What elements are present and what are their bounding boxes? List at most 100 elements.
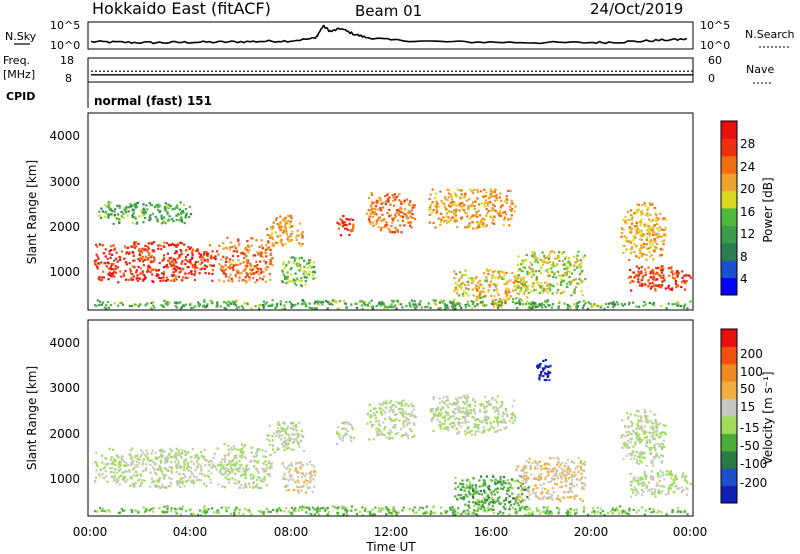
heatmap-cell [300,489,303,492]
heatmap-cell [499,475,502,478]
heatmap-cell [500,421,503,424]
heatmap-cell [283,307,286,310]
heatmap-cell [136,201,140,204]
heatmap-cell [580,269,584,272]
heatmap-cell [269,260,272,263]
heatmap-cell [305,305,308,308]
heatmap-cell [113,210,116,213]
heatmap-cell [478,279,481,282]
heatmap-cell [570,495,573,498]
heatmap-cell [281,229,284,232]
heatmap-cell [657,435,660,439]
heatmap-cell [139,277,142,281]
heatmap-cell [631,422,634,425]
heatmap-cell [667,286,670,289]
heatmap-cell [478,294,481,297]
heatmap-cell [222,271,225,274]
heatmap-cell [206,474,209,477]
heatmap-cell [573,497,576,500]
heatmap-cell [283,475,286,478]
heatmap-cell [471,398,474,402]
heatmap-cell [645,445,648,448]
heatmap-cell [285,489,288,492]
heatmap-cell [539,372,543,375]
heatmap-cell [224,472,227,475]
heatmap-cell [519,268,522,271]
heatmap-cell [491,479,494,482]
heatmap-cell [445,411,448,414]
heatmap-cell [508,495,511,498]
heatmap-cell [567,257,570,260]
heatmap-cell [380,209,383,212]
heatmap-cell [279,215,282,218]
heatmap-cell [479,507,482,510]
heatmap-cell [635,305,638,308]
heatmap-cell [443,422,446,426]
heatmap-cell [338,433,341,436]
heatmap-cell [660,434,663,437]
heatmap-cell [174,465,177,468]
heatmap-cell [132,482,135,485]
heatmap-cell [373,201,376,204]
heatmap-cell [561,274,565,277]
heatmap-cell [188,205,191,208]
heatmap-cell [559,499,562,503]
heatmap-cell [639,440,642,443]
heatmap-cell [451,421,454,424]
heatmap-cell [514,416,517,419]
heatmap-cell [286,466,289,469]
heatmap-cell [631,279,634,282]
heatmap-cell [487,269,490,272]
heatmap-cell [625,446,628,449]
heatmap-cell [387,227,390,230]
heatmap-cell [616,303,619,306]
heatmap-cell [418,303,421,306]
heatmap-cell [255,266,258,270]
heatmap-cell [268,460,271,463]
heatmap-cell [488,400,491,403]
heatmap-cell [677,487,681,490]
heatmap-cell [159,486,162,489]
heatmap-cell [483,407,486,410]
heatmap-cell [377,432,380,435]
heatmap-cell [251,237,254,240]
heatmap-cell [117,281,120,284]
heatmap-cell [403,213,406,216]
heatmap-cell [297,461,300,464]
heatmap-cell [604,302,608,305]
heatmap-cell [238,242,241,245]
heatmap-cell [443,415,446,418]
heatmap-cell [109,458,112,461]
heatmap-cell [169,447,172,450]
heatmap-cell [546,372,549,376]
heatmap-cell [482,222,485,225]
heatmap-cell [504,292,507,295]
heatmap-cell [197,301,200,304]
heatmap-cell [637,267,641,270]
heatmap-cell [200,466,203,470]
heatmap-cell [517,286,520,289]
heatmap-cell [374,208,377,211]
heatmap-cell [284,242,287,246]
heatmap-cell [649,441,652,444]
heatmap-cell [115,251,118,254]
heatmap-cell [493,501,496,505]
heatmap-cell [545,378,548,382]
heatmap-cell [493,493,496,496]
heatmap-cell [639,230,642,233]
heatmap-cell [482,287,485,290]
heatmap-cell [477,224,480,227]
heatmap-cell [444,307,447,310]
heatmap-cell [432,396,435,399]
heatmap-cell [167,476,171,479]
heatmap-cell [271,435,274,438]
heatmap-cell [294,279,297,282]
heatmap-cell [372,438,375,441]
heatmap-cell [335,301,338,304]
heatmap-cell [290,433,293,436]
heatmap-cell [456,302,459,305]
heatmap-cell [653,231,656,234]
heatmap-cell [569,280,573,283]
heatmap-cell [643,429,646,433]
heatmap-cell [437,307,440,310]
